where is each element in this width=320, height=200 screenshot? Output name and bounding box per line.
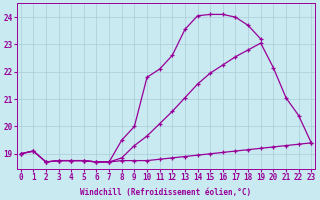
X-axis label: Windchill (Refroidissement éolien,°C): Windchill (Refroidissement éolien,°C)	[80, 188, 252, 197]
